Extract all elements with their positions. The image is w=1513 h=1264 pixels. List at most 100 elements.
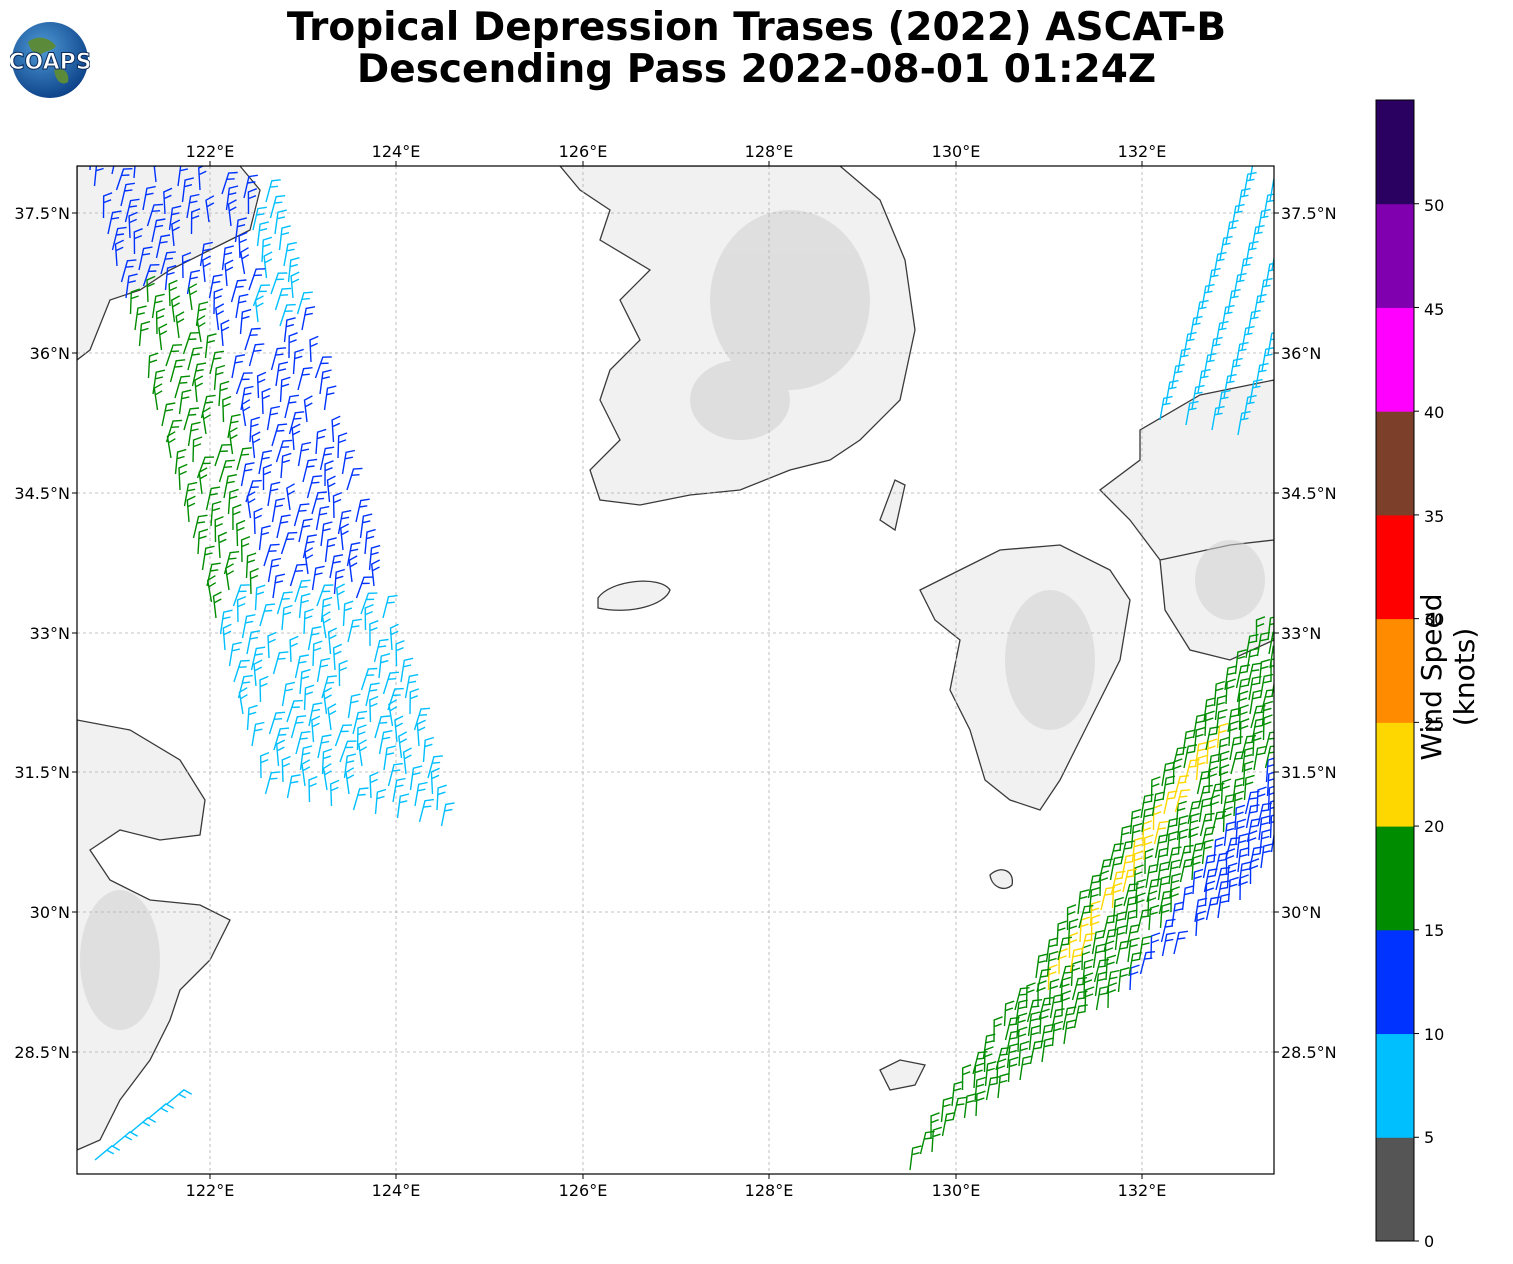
wind-barb: [168, 279, 178, 307]
wind-barb: [398, 731, 408, 759]
colorbar-tick: 40: [1424, 403, 1444, 422]
wind-barb: [413, 707, 431, 731]
wind-barb: [151, 218, 166, 243]
wind-barb: [205, 195, 215, 223]
wind-barb: [1225, 848, 1236, 874]
wind-barb: [290, 715, 307, 739]
wind-barb: [93, 166, 104, 187]
wind-barb: [146, 275, 156, 303]
wind-barb: [181, 177, 194, 203]
wind-barb: [289, 635, 299, 663]
wind-barb: [270, 272, 288, 295]
wind-barb: [1228, 720, 1239, 747]
wind-barb: [374, 715, 391, 739]
colorbar-segment: [1376, 307, 1414, 412]
wind-barb: [279, 376, 291, 403]
wind-barb: [1256, 786, 1267, 813]
wind-barb: [251, 721, 265, 747]
lon-label-bottom: 128°E: [745, 1181, 794, 1200]
wind-barb: [294, 579, 311, 603]
wind-barb: [378, 730, 393, 755]
lon-label-top: 122°E: [186, 142, 235, 161]
wind-barb: [147, 352, 159, 379]
wind-barb: [1262, 714, 1273, 741]
wind-barb: [1174, 789, 1191, 813]
wind-barb: [334, 724, 353, 747]
wind-barb: [1267, 332, 1274, 356]
wind-barb: [319, 369, 332, 395]
wind-barb: [246, 704, 258, 731]
wind-barb: [212, 591, 222, 619]
wind-barb: [1249, 689, 1263, 715]
wind-barb: [1238, 704, 1249, 731]
wind-barb: [1263, 731, 1274, 755]
wind-barb: [298, 593, 311, 619]
wind-barb: [358, 739, 368, 767]
wind-barb: [192, 514, 208, 539]
land-jeju: [597, 580, 671, 611]
wind-barb: [1015, 999, 1028, 1025]
wind-barb: [206, 562, 221, 587]
wind-barb: [940, 1096, 953, 1123]
wind-barb: [1056, 920, 1067, 947]
wind-barb: [183, 407, 200, 431]
wind-barb: [1239, 718, 1250, 745]
wind-barb: [201, 407, 211, 435]
wind-barb: [166, 1089, 193, 1105]
wind-barb: [218, 380, 230, 407]
wind-barb: [1077, 889, 1090, 915]
wind-barb: [311, 715, 321, 743]
wind-barb: [422, 736, 435, 763]
wind-barb: [1156, 861, 1170, 887]
wind-barb: [254, 584, 266, 611]
wind-barb: [249, 567, 259, 595]
wind-barb: [206, 575, 217, 603]
wind-barb: [382, 594, 398, 619]
wind-barb: [1207, 753, 1221, 779]
wind-barb: [1251, 718, 1265, 743]
wind-barb: [240, 247, 250, 275]
wind-barb: [369, 771, 379, 799]
wind-barb: [359, 513, 373, 539]
wind-barb: [190, 208, 201, 235]
wind-barb: [418, 798, 434, 823]
wind-barb: [1253, 745, 1267, 771]
wind-barb: [347, 618, 363, 643]
wind-barb: [1067, 918, 1079, 945]
wind-barb: [1155, 847, 1169, 873]
wind-barb: [356, 724, 367, 751]
wind-barb: [235, 293, 249, 319]
wind-barb: [1216, 722, 1229, 749]
wind-barb: [125, 273, 138, 299]
wind-barb: [302, 458, 318, 483]
wind-barb: [321, 611, 331, 639]
wind-barb: [174, 375, 191, 399]
wind-barb: [1215, 866, 1231, 891]
colorbar-tick: 10: [1424, 1025, 1444, 1044]
wind-barb: [1049, 993, 1064, 1019]
wind-barb: [1016, 1012, 1028, 1039]
wind-barb: [1040, 1023, 1054, 1049]
wind-barb: [1041, 1037, 1054, 1063]
logo-text: COAPS: [10, 50, 90, 75]
wind-barb: [345, 767, 355, 795]
wind-barb: [369, 620, 379, 647]
wind-barb: [1028, 1025, 1041, 1051]
wind-barb: [237, 674, 253, 699]
wind-barb: [352, 710, 368, 735]
wind-barb: [178, 389, 192, 415]
wind-barb: [321, 748, 333, 775]
wind-barb: [248, 268, 266, 291]
wind-barb: [114, 239, 124, 267]
wind-barb: [290, 271, 300, 299]
wind-barb: [238, 687, 248, 715]
wind-barb: [235, 372, 253, 395]
wind-barb: [241, 614, 256, 639]
wind-barb: [1095, 985, 1110, 1011]
wind-barb: [1270, 830, 1274, 853]
wind-barb: [404, 673, 419, 699]
wind-barb: [286, 483, 296, 511]
coaps-logo: COAPS: [10, 22, 90, 98]
wind-barb: [963, 1093, 976, 1119]
